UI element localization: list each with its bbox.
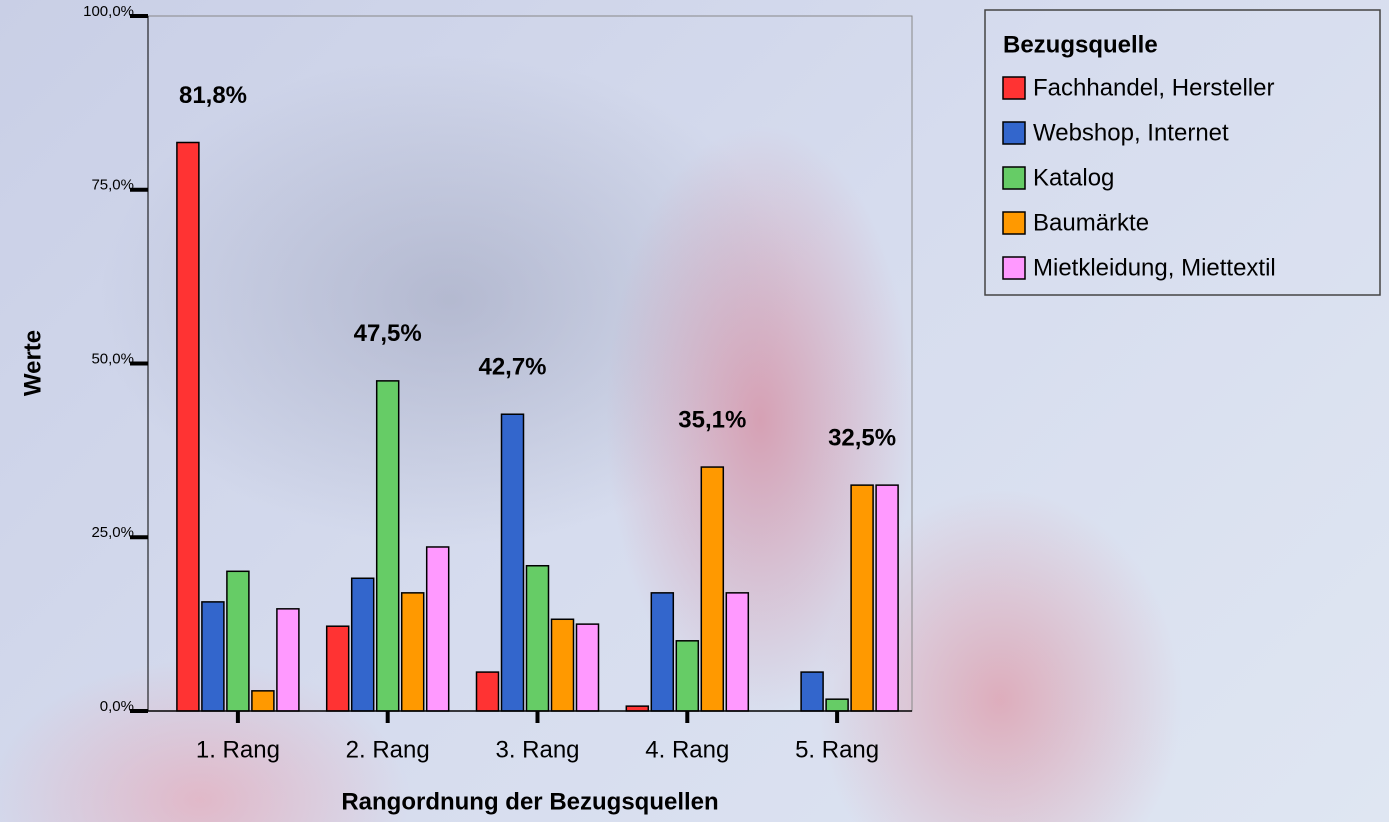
x-tick-label: 3. Rang — [495, 736, 579, 763]
bar — [350, 577, 375, 712]
bar — [800, 671, 824, 712]
bar — [176, 141, 200, 712]
y-tick-label: 75,0% — [91, 177, 134, 194]
bar — [226, 570, 250, 712]
legend-swatch — [1002, 76, 1026, 100]
bar — [850, 484, 874, 712]
legend-swatch — [1002, 121, 1026, 145]
x-tick-label: 2. Rang — [346, 736, 430, 763]
bar — [525, 564, 550, 712]
bar — [400, 592, 425, 712]
bar — [375, 380, 400, 712]
y-tick-label: 50,0% — [91, 350, 134, 367]
bar — [650, 592, 675, 712]
legend-swatch — [1002, 256, 1026, 280]
x-axis-label: Rangordnung der Bezugsquellen — [341, 788, 718, 815]
legend-swatch — [1002, 166, 1026, 190]
legend-label: Fachhandel, Hersteller — [1033, 74, 1274, 101]
bar — [700, 466, 725, 712]
legend-label: Webshop, Internet — [1033, 119, 1229, 146]
value-label: 35,1% — [678, 406, 746, 433]
value-label: 47,5% — [354, 320, 422, 347]
x-tick-label: 5. Rang — [795, 736, 879, 763]
x-tick-label: 1. Rang — [196, 736, 280, 763]
bar — [201, 601, 225, 712]
legend-label: Katalog — [1033, 164, 1114, 191]
bar — [475, 671, 500, 712]
bar — [575, 623, 600, 712]
bar — [251, 690, 275, 712]
value-label: 32,5% — [828, 424, 896, 451]
y-axis-label: Werte — [19, 330, 46, 396]
bar — [825, 698, 849, 712]
bar — [675, 640, 700, 712]
value-label: 42,7% — [478, 354, 546, 381]
bar — [425, 546, 450, 712]
bar — [725, 592, 750, 712]
bar — [325, 625, 350, 712]
legend-label: Mietkleidung, Miettextil — [1033, 254, 1276, 281]
x-tick-label: 4. Rang — [645, 736, 729, 763]
y-tick-label: 100,0% — [83, 3, 134, 20]
y-tick-label: 0,0% — [100, 698, 134, 715]
bar — [550, 618, 575, 712]
legend-frame — [984, 9, 1381, 296]
legend-swatch — [1002, 211, 1026, 235]
bar — [875, 484, 899, 712]
y-tick-label: 25,0% — [91, 524, 134, 541]
value-label: 81,8% — [179, 82, 247, 109]
legend-title: Bezugsquelle — [1003, 31, 1158, 58]
bar — [276, 608, 300, 712]
legend-label: Baumärkte — [1033, 209, 1149, 236]
bar — [500, 413, 525, 712]
